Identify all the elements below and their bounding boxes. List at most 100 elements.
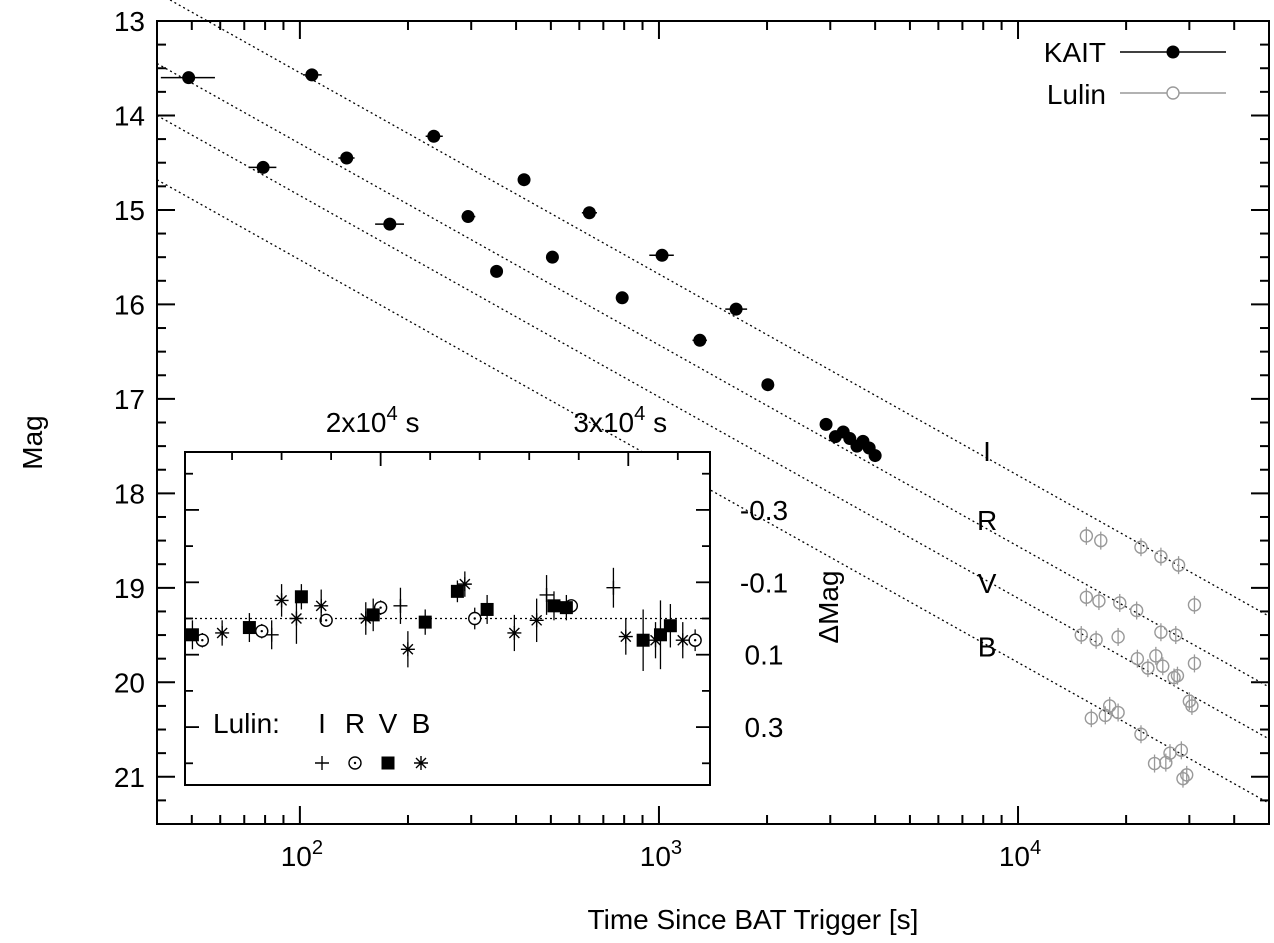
inset-x-tick-label: 2x104 s (326, 403, 420, 438)
legend-label-kait: KAIT (1044, 37, 1106, 68)
inset-legend-marker-B (414, 756, 428, 770)
lulin-point (1141, 661, 1155, 675)
inset-point-B (215, 625, 230, 640)
inset-x-tick-label: 3x104 s (573, 403, 667, 438)
inset-point-I (539, 587, 554, 602)
lulin-point (1074, 628, 1088, 642)
inset-point-R-dot (324, 619, 328, 622)
lulin-point (1134, 540, 1148, 554)
lulin-point (1169, 628, 1183, 642)
inset-point-B (400, 642, 415, 657)
x-tick-label: 103 (640, 837, 682, 872)
lulin-point (1154, 625, 1168, 639)
lulin-point (1134, 727, 1148, 741)
kait-point (615, 291, 629, 305)
inset-point-B (314, 598, 329, 613)
kait-point (256, 160, 270, 174)
lulin-point (1102, 699, 1117, 713)
y-tick-label: 13 (114, 6, 145, 37)
inset-point-R-dot (693, 639, 697, 642)
inset-point-B (648, 633, 663, 648)
lulin-point (1171, 558, 1186, 572)
kait-point (729, 302, 743, 316)
legend-marker-kait (1166, 45, 1180, 59)
inset-point-R-dot (473, 617, 476, 620)
inset-point-V (636, 633, 650, 647)
inset-point-V (418, 615, 432, 629)
lulin-point (1130, 651, 1145, 666)
kait-point (761, 378, 775, 392)
inset-point-B (529, 613, 544, 628)
y-tick-label: 20 (114, 667, 145, 698)
inset-point-B (507, 625, 522, 640)
kait-point (819, 417, 833, 431)
inset-legend-marker-I (315, 756, 329, 770)
inset-y-tick-label: 0.3 (745, 712, 784, 743)
x-axis-title: Time Since BAT Trigger [s] (588, 904, 919, 935)
kait-point (383, 217, 397, 231)
inset-legend-label-R: R (345, 708, 365, 739)
lulin-point (1187, 656, 1202, 671)
inset-point-R-dot (201, 639, 204, 642)
legend-marker-lulin (1166, 86, 1180, 100)
y-tick-label: 14 (114, 100, 145, 131)
inset-point-V (559, 601, 573, 615)
y-tick-label: 16 (114, 289, 145, 320)
inset-point-B (618, 629, 633, 644)
inset-legend-label-I: I (318, 708, 326, 739)
band-label-R: R (977, 505, 997, 536)
kait-point (427, 129, 441, 143)
kait-point (582, 206, 596, 220)
y-axis-title: Mag (17, 415, 48, 469)
band-label-B: B (978, 631, 997, 662)
kait-point (182, 71, 196, 85)
inset-y-axis-title: ΔMag (813, 570, 844, 643)
inset-y-tick-label: 0.1 (745, 640, 784, 671)
inset-legend-prefix: Lulin: (213, 708, 280, 739)
inset-point-V (185, 628, 199, 642)
inset-point-V (294, 590, 308, 604)
inset-point-R-dot (379, 606, 382, 609)
lulin-point (1111, 705, 1125, 720)
lulin-point (1079, 529, 1094, 543)
inset-point-V (242, 621, 256, 635)
inset-point-V (547, 599, 561, 613)
lulin-point (1185, 699, 1199, 713)
lulin-point (1174, 743, 1189, 758)
y-tick-label: 18 (114, 478, 145, 509)
inset-point-I (606, 580, 621, 595)
inset-legend-label-B: B (412, 708, 431, 739)
kait-point (490, 264, 504, 278)
inset-point-I (393, 598, 408, 613)
lulin-point (1176, 771, 1190, 786)
inset-point-B (457, 577, 472, 592)
x-tick-label: 102 (281, 837, 323, 872)
lulin-point (1084, 711, 1099, 725)
lulin-point (1079, 590, 1094, 604)
y-tick-label: 15 (114, 195, 145, 226)
inset-legend-marker-V (381, 756, 395, 770)
inset-point-R-dot (260, 629, 263, 633)
kait-point (517, 173, 531, 187)
inset-point-V (663, 619, 677, 633)
lulin-point (1149, 649, 1163, 663)
kait-point (545, 250, 559, 264)
inset-point-B (675, 633, 690, 648)
lulin-point (1187, 598, 1202, 612)
legend-label-lulin: Lulin (1047, 79, 1106, 110)
y-tick-label: 21 (114, 762, 145, 793)
inset-frame (184, 451, 711, 786)
lulin-point (1170, 668, 1185, 683)
band-label-I: I (983, 436, 991, 467)
inset-point-B (358, 611, 373, 626)
lulin-point (1180, 768, 1194, 782)
lulin-point (1092, 594, 1106, 608)
lulin-point (1129, 603, 1144, 618)
kait-point (305, 68, 319, 82)
x-tick-label: 104 (999, 837, 1041, 872)
inset-y-tick-label: -0.1 (740, 567, 788, 598)
lulin-point (1156, 659, 1170, 673)
lulin-point (1089, 633, 1103, 647)
